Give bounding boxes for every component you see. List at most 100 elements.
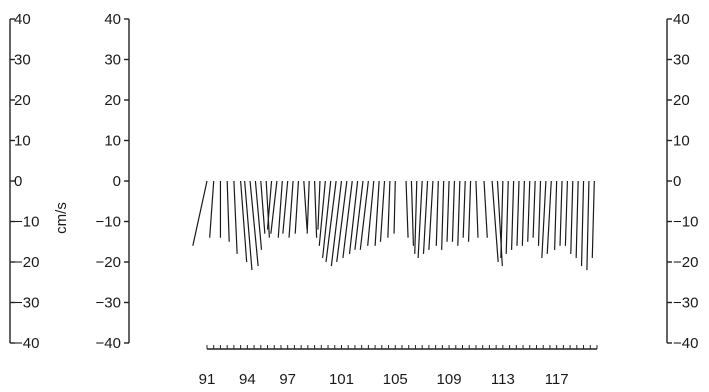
left-y-tick-label: −30: [14, 295, 39, 312]
velocity-stick: [457, 180, 461, 246]
velocity-stick: [249, 180, 259, 267]
velocity-stick: [288, 180, 294, 238]
left-y-tick-label: −20: [14, 254, 39, 271]
velocity-stick: [417, 180, 423, 258]
velocity-stick: [303, 180, 308, 230]
velocity-stick: [516, 180, 520, 246]
velocity-stick: [336, 180, 348, 263]
velocity-stick: [270, 180, 278, 234]
axes-layer: 40 30 20 10 0 −10 −20 −30 −40 40 30 20 10 0 −10 −20 −30 −…: [9, 11, 698, 388]
velocity-stick: [580, 180, 585, 267]
velocity-stick: [322, 180, 332, 259]
left-y-tick-label: 0: [14, 173, 22, 190]
velocity-stick: [410, 180, 415, 246]
velocity-stick: [387, 180, 391, 238]
middle-y-tick-label: 10: [104, 133, 121, 150]
velocity-stick: [348, 180, 359, 254]
velocity-stick: [317, 180, 321, 230]
right-y-tick-label: −40: [673, 335, 698, 352]
right-y-tick-label: −20: [673, 254, 698, 271]
velocity-stick: [462, 180, 466, 238]
velocity-stick: [265, 180, 271, 238]
velocity-stick: [532, 180, 536, 238]
velocity-stick: [586, 180, 590, 271]
velocity-stick: [591, 180, 595, 258]
middle-y-tick-label: 20: [104, 92, 121, 109]
middle-y-tick-label: 40: [104, 11, 121, 28]
velocity-stick: [475, 180, 479, 238]
velocity-stick: [325, 180, 337, 263]
velocity-stick: [467, 180, 472, 242]
velocity-stick: [277, 180, 283, 238]
velocity-stick: [505, 180, 509, 254]
left-y-tick-label: 30: [14, 52, 31, 69]
velocity-stick: [575, 180, 579, 258]
velocity-stick: [254, 180, 263, 250]
x-tick-label: 101: [329, 371, 354, 388]
velocity-stick: [313, 180, 318, 238]
right-y-tick-label: 40: [673, 11, 690, 28]
y-axis-label: cm/s: [53, 202, 70, 234]
velocity-stick: [266, 180, 273, 230]
left-y-tick-label: −40: [14, 335, 39, 352]
velocity-stick: [451, 180, 456, 242]
middle-y-tick-label: −40: [96, 335, 121, 352]
velocity-stick: [527, 180, 531, 242]
velocity-stick: [414, 180, 418, 254]
x-tick-label: 91: [199, 371, 216, 388]
velocity-stick: [570, 180, 574, 254]
velocity-stick: [422, 180, 429, 254]
velocity-stick: [367, 180, 375, 246]
x-tick-label: 109: [437, 371, 462, 388]
velocity-stick: [233, 180, 238, 254]
right-y-tick-label: 0: [673, 173, 681, 190]
velocity-stick: [446, 180, 450, 242]
velocity-stick: [546, 180, 552, 254]
right-y-tick-label: 30: [673, 52, 690, 69]
right-y-tick-label: −10: [673, 214, 698, 231]
right-y-tick-label: 10: [673, 133, 690, 150]
velocity-stick: [244, 180, 253, 271]
middle-y-tick-label: 30: [104, 52, 121, 69]
velocity-stick: [510, 180, 515, 250]
velocity-stick: [393, 180, 396, 234]
sticks-layer: [192, 180, 595, 271]
velocity-stick: [318, 180, 326, 246]
left-y-tick-label: 10: [14, 133, 31, 150]
velocity-stick: [559, 180, 563, 246]
velocity-stick: [554, 180, 558, 250]
velocity-stick: [379, 180, 386, 242]
velocity-stick: [521, 180, 525, 246]
x-tick-label: 113: [491, 371, 515, 388]
velocity-stick: [354, 180, 364, 250]
middle-y-tick-label: −20: [96, 254, 121, 271]
velocity-stick: [260, 180, 266, 234]
velocity-stick: [306, 180, 310, 234]
right-y-tick-label: 20: [673, 92, 690, 109]
velocity-stick: [483, 180, 488, 238]
velocity-stick: [294, 180, 300, 234]
left-y-tick-label: −10: [14, 214, 39, 231]
velocity-stick: [359, 180, 369, 250]
velocity-stick: [441, 180, 445, 250]
velocity-stick: [537, 180, 542, 246]
right-y-tick-label: −30: [673, 295, 698, 312]
velocity-stick: [192, 180, 208, 246]
velocity-stick: [342, 180, 353, 259]
velocity-stick: [240, 180, 248, 263]
velocity-stick: [405, 180, 409, 238]
velocity-stick: [282, 180, 289, 234]
left-y-tick-label: 20: [14, 92, 31, 109]
velocity-stick: [226, 180, 230, 242]
x-tick-label: 117: [545, 371, 569, 388]
middle-y-tick-label: 0: [113, 173, 121, 190]
velocity-stick: [209, 180, 215, 238]
velocity-stick: [491, 180, 499, 263]
x-tick-label: 97: [279, 371, 296, 388]
x-tick-label: 105: [383, 371, 408, 388]
velocity-stick: [428, 180, 434, 250]
velocity-stick: [374, 180, 380, 246]
middle-y-tick-label: −10: [96, 214, 121, 231]
x-tick-label: 94: [239, 371, 256, 388]
